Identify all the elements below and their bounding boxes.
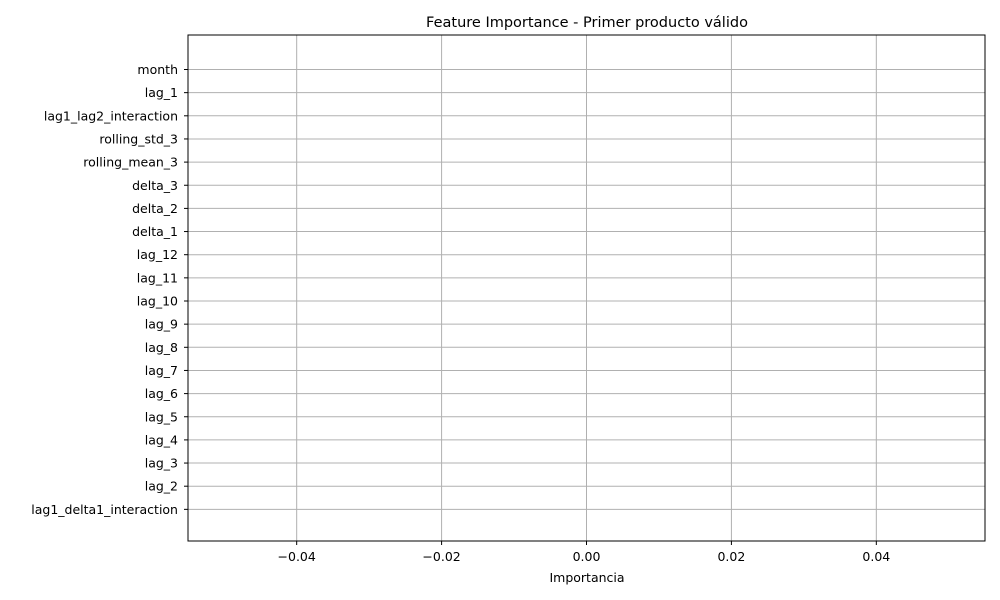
x-tick-label: −0.04 xyxy=(278,549,316,564)
y-tick-label: lag_3 xyxy=(145,456,178,471)
y-tick-label: lag1_lag2_interaction xyxy=(44,108,178,123)
y-tick-label: lag_2 xyxy=(145,479,178,494)
y-tick-label: lag_4 xyxy=(145,432,178,447)
y-tick-label: lag_8 xyxy=(145,340,178,355)
y-tick-label: delta_2 xyxy=(132,201,178,216)
y-gridlines xyxy=(188,69,985,510)
x-tick-label: 0.02 xyxy=(717,549,745,564)
y-tick-label: lag_1 xyxy=(145,85,178,100)
y-tick-label: rolling_std_3 xyxy=(99,131,178,146)
x-axis-ticks: −0.04 −0.02 0.00 0.02 0.04 xyxy=(278,541,890,564)
y-tick-label: month xyxy=(137,62,178,77)
y-tick-label: lag_7 xyxy=(145,363,178,378)
y-tick-label: delta_3 xyxy=(132,178,178,193)
y-tick-label: lag_6 xyxy=(145,386,178,401)
chart-title: Feature Importance - Primer producto vál… xyxy=(426,15,748,31)
x-tick-label: −0.02 xyxy=(422,549,460,564)
y-axis-ticks: month lag_1 lag1_lag2_interaction rolling_s… xyxy=(31,62,188,517)
x-axis-label: Importancia xyxy=(549,570,624,585)
y-tick-label: lag_10 xyxy=(137,294,178,309)
y-tick-label: lag_11 xyxy=(137,270,178,285)
y-tick-label: lag1_delta1_interaction xyxy=(31,502,178,517)
y-tick-label: delta_1 xyxy=(132,224,178,239)
y-tick-label: lag_5 xyxy=(145,409,178,424)
x-gridlines xyxy=(296,35,877,541)
x-tick-label: 0.00 xyxy=(573,549,601,564)
y-tick-label: lag_12 xyxy=(137,247,178,262)
y-tick-label: lag_9 xyxy=(145,317,178,332)
y-tick-label: rolling_mean_3 xyxy=(83,155,178,170)
x-tick-label: 0.04 xyxy=(862,549,890,564)
